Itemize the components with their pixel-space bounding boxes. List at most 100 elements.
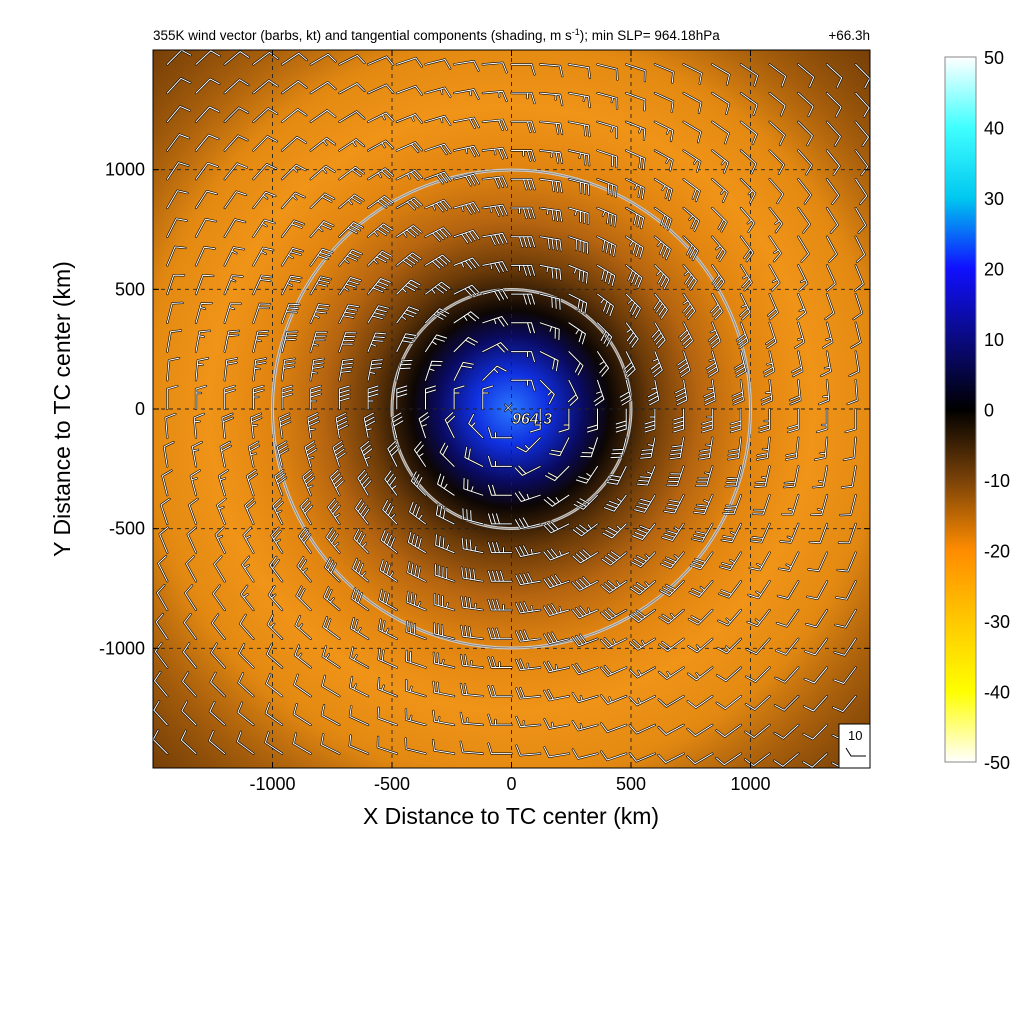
wind-barb-staff	[241, 556, 254, 582]
wind-barb	[295, 585, 312, 612]
wind-barb	[735, 321, 750, 349]
wind-barb	[625, 293, 642, 319]
wind-barb-staff	[769, 178, 784, 204]
wind-barb-staff	[723, 494, 742, 515]
wind-barb	[660, 551, 685, 570]
wind-barb	[768, 63, 787, 88]
wind-barb-staff	[267, 614, 283, 640]
wind-barb-staff	[820, 351, 832, 377]
wind-barb-staff	[195, 50, 221, 65]
wind-barb-staff	[572, 634, 598, 647]
wind-barb	[805, 608, 829, 628]
wind-barb	[379, 559, 398, 583]
wind-barb-staff	[180, 730, 197, 755]
wind-barb	[487, 713, 513, 726]
wind-barb	[832, 666, 857, 685]
wind-barb-staff	[482, 90, 508, 102]
wind-barb	[747, 580, 771, 600]
wind-barb-staff	[601, 551, 627, 566]
wind-barb	[715, 695, 742, 710]
wind-barb	[348, 734, 370, 755]
x-axis: -1000 -500 0 500 1000	[249, 50, 771, 794]
wind-barb-staff	[310, 248, 333, 266]
wind-barb	[807, 551, 829, 572]
wind-barb-staff	[794, 322, 805, 349]
wind-barb	[380, 529, 398, 554]
wind-barb-staff	[281, 80, 307, 94]
wind-barb-staff	[453, 361, 474, 381]
wind-barb	[407, 531, 427, 554]
wind-barb	[727, 436, 742, 461]
wind-barb-staff	[543, 521, 570, 534]
wind-barb-staff	[769, 63, 787, 87]
wind-barb-staff	[690, 552, 713, 570]
wind-barb	[510, 293, 536, 306]
wind-barb	[367, 331, 387, 353]
wind-barb-staff	[597, 121, 618, 139]
wind-barb-staff	[224, 135, 248, 151]
wind-barb	[850, 321, 862, 349]
wind-barb	[543, 718, 570, 730]
wind-barb	[834, 608, 857, 629]
wind-barb-staff	[367, 250, 392, 266]
wind-barb-staff	[166, 162, 189, 180]
wind-barb	[745, 666, 771, 683]
wind-barb	[193, 412, 205, 439]
wind-barb	[775, 637, 800, 656]
wind-barb-staff	[181, 701, 197, 726]
wind-barb-staff	[736, 322, 749, 349]
wind-barb-staff	[377, 707, 398, 726]
wind-barb	[481, 232, 509, 246]
wind-barb	[281, 275, 303, 296]
wind-barb	[825, 149, 841, 176]
wind-barb-staff	[511, 207, 535, 219]
wind-barb-staff	[855, 92, 870, 118]
wind-barb	[209, 671, 226, 698]
wind-barb-staff	[835, 580, 857, 600]
wind-barb-staff	[437, 473, 455, 496]
wind-barb	[571, 576, 599, 592]
wind-barb-staff	[367, 223, 393, 238]
wind-barb-staff	[279, 413, 291, 439]
wind-barb	[676, 350, 691, 378]
wind-barb	[367, 55, 395, 66]
x-tick-label: -1000	[249, 774, 295, 794]
wind-barb-staff	[804, 638, 828, 656]
wind-barb-staff	[515, 517, 541, 530]
wind-barb-staff	[803, 724, 828, 740]
wind-barb-staff	[539, 92, 563, 106]
wind-barb-staff	[601, 580, 627, 593]
wind-barb-staff	[855, 121, 869, 147]
wind-barb	[395, 332, 418, 353]
wind-barb	[181, 671, 198, 698]
colorbar: 50 40 30 20 10 0 -10 -20 -30 -40 -50	[944, 48, 1010, 773]
wind-barb-staff	[154, 671, 168, 697]
wind-barb-staff	[155, 613, 168, 640]
wind-barb-staff	[539, 322, 560, 341]
wind-barb-staff	[453, 311, 480, 324]
wind-barb	[395, 251, 423, 268]
wind-barb-staff	[695, 465, 713, 487]
wind-barb-staff	[706, 351, 719, 377]
wind-barb	[687, 637, 714, 653]
wind-barb	[822, 321, 834, 349]
wind-barb	[424, 226, 452, 242]
wind-barb-staff	[623, 351, 636, 378]
wind-barb	[338, 193, 365, 210]
wind-barb-staff	[711, 150, 729, 173]
wind-barb	[711, 264, 725, 292]
wind-barb-staff	[625, 236, 644, 259]
wind-barb-staff	[587, 408, 598, 433]
wind-barb-staff	[335, 412, 348, 439]
wind-barb	[813, 436, 829, 461]
wind-barb	[350, 617, 370, 640]
wind-barb-staff	[666, 465, 685, 486]
title-tail: ); min SLP= 964.18hPa	[580, 28, 720, 43]
wind-barb-staff	[539, 63, 563, 77]
wind-barb	[281, 108, 308, 123]
wind-barb	[299, 497, 314, 525]
wind-barb-staff	[252, 79, 279, 94]
wind-barb	[163, 441, 175, 468]
wind-barb	[789, 379, 802, 406]
wind-barb	[854, 178, 868, 205]
